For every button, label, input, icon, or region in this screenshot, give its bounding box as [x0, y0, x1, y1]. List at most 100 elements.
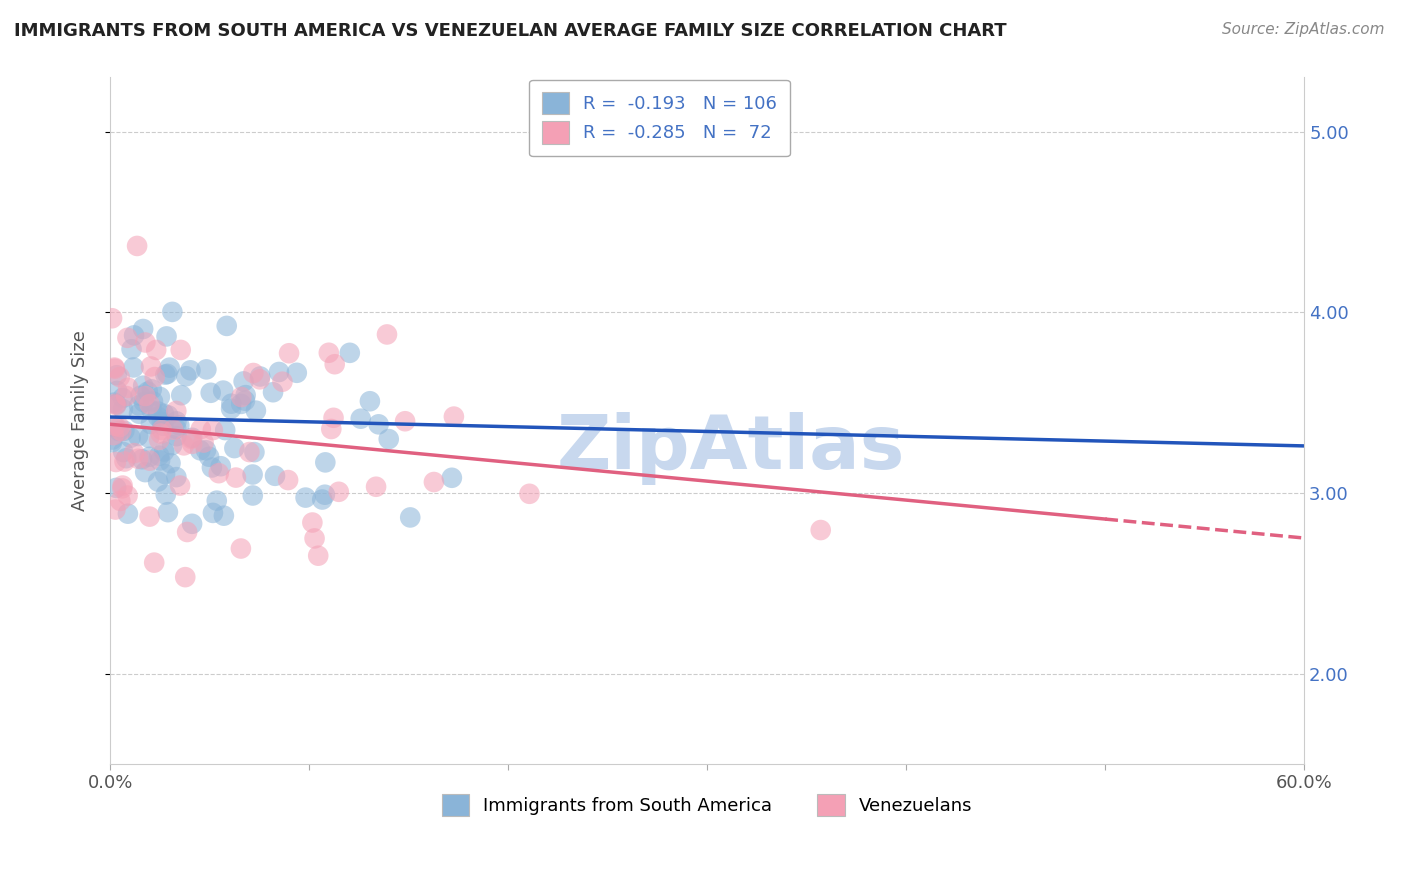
Point [179, 363, 201, 377]
Point [156, 367, 179, 381]
Point [245, 403, 267, 417]
Point [212, 384, 235, 398]
Point [201, 506, 224, 520]
Point [278, 346, 301, 360]
Point [143, 370, 166, 384]
Point [134, 389, 156, 403]
Point [156, 505, 179, 519]
Point [141, 403, 163, 417]
Point [149, 390, 172, 404]
Point [323, 357, 346, 371]
Point [193, 435, 215, 450]
Point [195, 443, 218, 458]
Point [155, 368, 177, 382]
Point [105, 481, 128, 495]
Point [138, 509, 160, 524]
Point [159, 456, 181, 470]
Point [129, 389, 152, 403]
Point [105, 384, 128, 398]
Legend: Immigrants from South America, Venezuelans: Immigrants from South America, Venezuela… [434, 787, 980, 823]
Point [810, 523, 832, 537]
Point [121, 342, 143, 356]
Point [136, 384, 159, 399]
Point [134, 335, 156, 350]
Point [181, 516, 204, 531]
Point [359, 394, 381, 409]
Point [101, 435, 124, 450]
Point [111, 402, 134, 417]
Point [249, 372, 271, 386]
Point [143, 556, 166, 570]
Point [105, 398, 128, 412]
Point [301, 516, 323, 530]
Point [148, 449, 170, 463]
Point [159, 360, 181, 375]
Point [181, 431, 204, 445]
Point [150, 415, 173, 429]
Point [139, 417, 162, 431]
Point [208, 466, 231, 480]
Point [423, 475, 446, 489]
Point [146, 404, 169, 418]
Point [104, 397, 127, 411]
Point [233, 393, 256, 408]
Point [110, 494, 132, 508]
Point [242, 467, 264, 482]
Point [174, 570, 197, 584]
Point [146, 409, 169, 424]
Point [162, 305, 184, 319]
Point [229, 541, 252, 556]
Point [214, 423, 236, 437]
Point [149, 453, 172, 467]
Point [209, 459, 232, 474]
Point [169, 478, 191, 492]
Point [377, 432, 399, 446]
Point [111, 482, 134, 496]
Point [111, 391, 134, 405]
Point [166, 429, 188, 443]
Point [104, 419, 127, 434]
Point [201, 460, 224, 475]
Point [190, 422, 212, 436]
Point [117, 331, 139, 345]
Point [212, 508, 235, 523]
Point [117, 507, 139, 521]
Point [224, 441, 246, 455]
Point [105, 368, 128, 383]
Point [117, 489, 139, 503]
Point [115, 451, 138, 466]
Point [314, 455, 336, 469]
Point [150, 423, 173, 437]
Point [198, 450, 221, 464]
Point [139, 453, 162, 467]
Point [122, 328, 145, 343]
Point [235, 388, 257, 402]
Point [165, 470, 187, 484]
Point [105, 397, 128, 411]
Point [141, 382, 163, 396]
Point [201, 423, 224, 437]
Point [165, 422, 187, 436]
Point [285, 366, 308, 380]
Point [117, 381, 139, 395]
Point [339, 346, 361, 360]
Point [104, 420, 127, 434]
Point [311, 492, 333, 507]
Point [219, 401, 242, 416]
Point [304, 532, 326, 546]
Point [145, 343, 167, 357]
Point [314, 488, 336, 502]
Point [134, 465, 156, 479]
Point [132, 395, 155, 409]
Point [112, 424, 135, 438]
Point [138, 397, 160, 411]
Point [443, 409, 465, 424]
Point [162, 423, 184, 437]
Point [127, 451, 149, 466]
Point [114, 454, 136, 468]
Point [318, 345, 340, 359]
Point [104, 502, 127, 516]
Point [155, 487, 177, 501]
Point [176, 524, 198, 539]
Point [146, 475, 169, 489]
